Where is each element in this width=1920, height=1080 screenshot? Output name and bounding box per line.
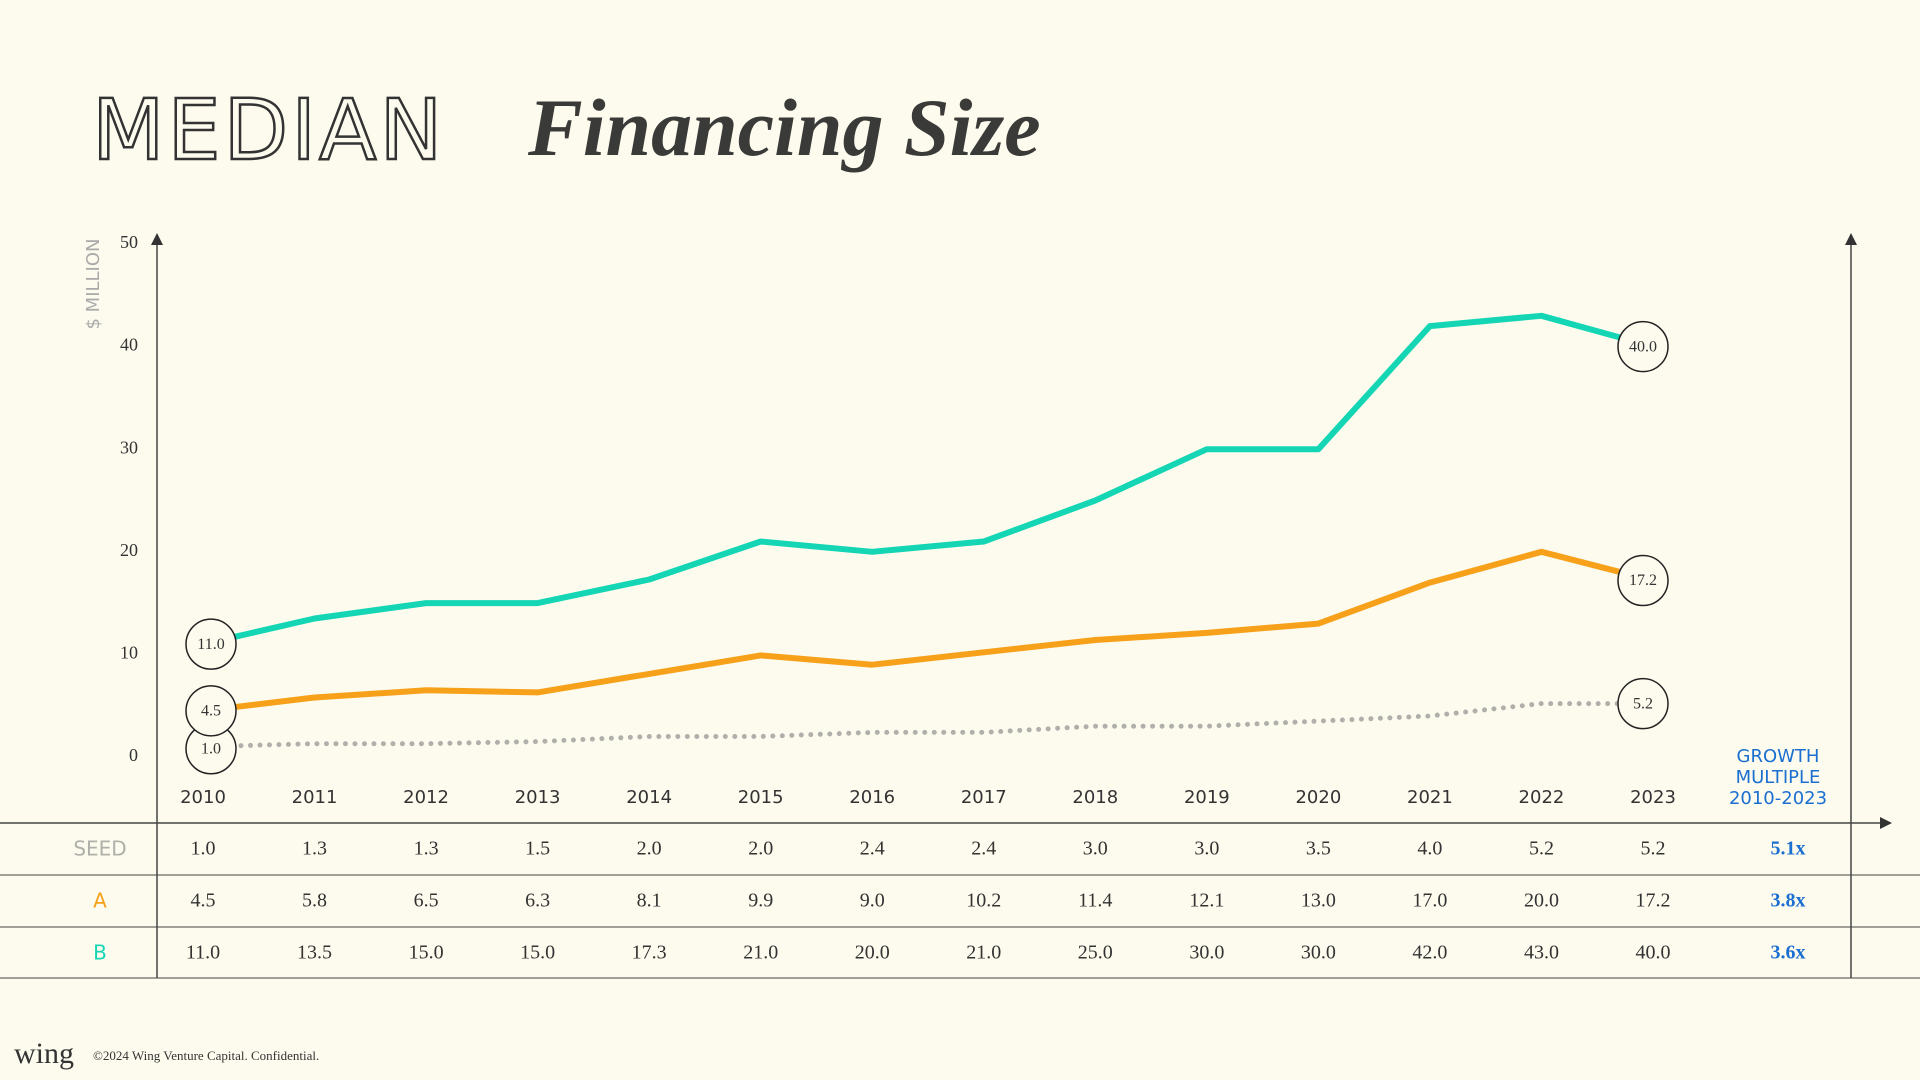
- table-cell: 1.3: [414, 838, 439, 860]
- table-cell: 30.0: [1189, 942, 1224, 964]
- y-axis-label: $ MILLION: [83, 238, 104, 329]
- table-cell: 17.0: [1412, 890, 1447, 912]
- data-label: 17.2: [1629, 572, 1657, 589]
- x-tick-label: 2016: [849, 787, 895, 808]
- y-tick-label: 50: [120, 232, 138, 252]
- x-tick-label: 2011: [292, 787, 338, 808]
- y-tick-label: 30: [120, 437, 138, 457]
- table-cell: 3.0: [1194, 838, 1219, 860]
- table-cell: 17.2: [1636, 890, 1671, 912]
- table-cell: 30.0: [1301, 942, 1336, 964]
- growth-header: GROWTH: [1737, 746, 1820, 767]
- table-cell: 1.3: [302, 838, 327, 860]
- x-tick-label: 2022: [1519, 787, 1565, 808]
- footer-text: ©2024 Wing Venture Capital. Confidential…: [93, 1048, 319, 1063]
- table-cell: 2.4: [860, 838, 885, 860]
- table-cell: 21.0: [966, 942, 1001, 964]
- table-cell: 10.2: [966, 890, 1001, 912]
- table-cell: 11.4: [1078, 890, 1112, 912]
- table-cell: 25.0: [1078, 942, 1113, 964]
- x-tick-label: 2013: [515, 787, 561, 808]
- table-cell: 6.3: [525, 890, 550, 912]
- table-cell: 2.4: [971, 838, 996, 860]
- table-cell: 17.3: [632, 942, 667, 964]
- data-label: 1.0: [201, 740, 221, 757]
- table-cell: 43.0: [1524, 942, 1559, 964]
- table-cell: 15.0: [409, 942, 444, 964]
- table-cell: 20.0: [855, 942, 890, 964]
- row-label: A: [93, 889, 107, 913]
- x-tick-label: 2015: [738, 787, 784, 808]
- data-label: 4.5: [201, 703, 221, 720]
- data-label: 40.0: [1629, 338, 1657, 355]
- title-outlined: MEDIAN: [92, 81, 445, 179]
- table-cell: 1.0: [191, 838, 216, 860]
- right-axis-arrow: [1845, 233, 1857, 245]
- logo: wing: [14, 1037, 74, 1070]
- table-cell: 21.0: [743, 942, 778, 964]
- x-tick-label: 2014: [626, 787, 672, 808]
- y-tick-label: 20: [120, 540, 138, 560]
- growth-cell: 3.8x: [1771, 890, 1806, 912]
- table-cell: 4.5: [191, 890, 216, 912]
- row-label: B: [93, 941, 107, 965]
- line: [200, 548, 1656, 714]
- table-cell: 40.0: [1636, 942, 1671, 964]
- table-cell: 13.5: [297, 942, 332, 964]
- table-cell: 12.1: [1189, 890, 1224, 912]
- table-cell: 5.2: [1641, 838, 1666, 860]
- title-italic: Financing Size: [527, 82, 1041, 173]
- data-label-circle: [1617, 320, 1669, 373]
- table-cell: 8.1: [637, 890, 662, 912]
- x-tick-label: 2010: [180, 787, 226, 808]
- table-cell: 5.2: [1529, 838, 1554, 860]
- x-tick-label: 2021: [1407, 787, 1453, 808]
- table-cell: 42.0: [1412, 942, 1447, 964]
- line: [200, 312, 1656, 648]
- table-cell: 5.8: [302, 890, 327, 912]
- x-tick-label: 2012: [403, 787, 449, 808]
- data-label-circle: [185, 618, 237, 670]
- x-tick-label: 2019: [1184, 787, 1230, 808]
- table-cell: 20.0: [1524, 890, 1559, 912]
- data-label: 11.0: [197, 636, 224, 653]
- table-cell: 1.5: [525, 838, 550, 860]
- y-tick-label: 40: [120, 335, 138, 355]
- table-cell: 4.0: [1417, 838, 1442, 860]
- row-label: SEED: [73, 837, 126, 861]
- data-label-circle: [1617, 677, 1669, 730]
- table-cell: 9.0: [860, 890, 885, 912]
- x-tick-label: 2017: [961, 787, 1007, 808]
- table-cell: 2.0: [748, 838, 773, 860]
- y-axis-arrow: [151, 233, 163, 245]
- data-label: 5.2: [1633, 695, 1653, 712]
- growth-cell: 3.6x: [1771, 942, 1806, 964]
- data-label-circle: [1617, 554, 1669, 607]
- table-cell: 15.0: [520, 942, 555, 964]
- dotted-line: [200, 701, 1656, 750]
- y-tick-label: 0: [129, 745, 138, 765]
- data-label-circle: [185, 685, 237, 737]
- x-tick-label: 2020: [1295, 787, 1341, 808]
- x-tick-label: 2023: [1630, 787, 1676, 808]
- y-tick-label: 10: [120, 643, 138, 663]
- table-cell: 3.5: [1306, 838, 1331, 860]
- table-cell: 6.5: [414, 890, 439, 912]
- table-cell: 9.9: [748, 890, 773, 912]
- growth-header: MULTIPLE: [1736, 767, 1821, 788]
- x-axis-arrow: [1880, 817, 1892, 829]
- table-cell: 11.0: [186, 942, 220, 964]
- table-cell: 3.0: [1083, 838, 1108, 860]
- growth-cell: 5.1x: [1771, 838, 1806, 860]
- table-cell: 2.0: [637, 838, 662, 860]
- x-tick-label: 2018: [1072, 787, 1118, 808]
- growth-header: 2010-2023: [1729, 788, 1827, 809]
- table-cell: 13.0: [1301, 890, 1336, 912]
